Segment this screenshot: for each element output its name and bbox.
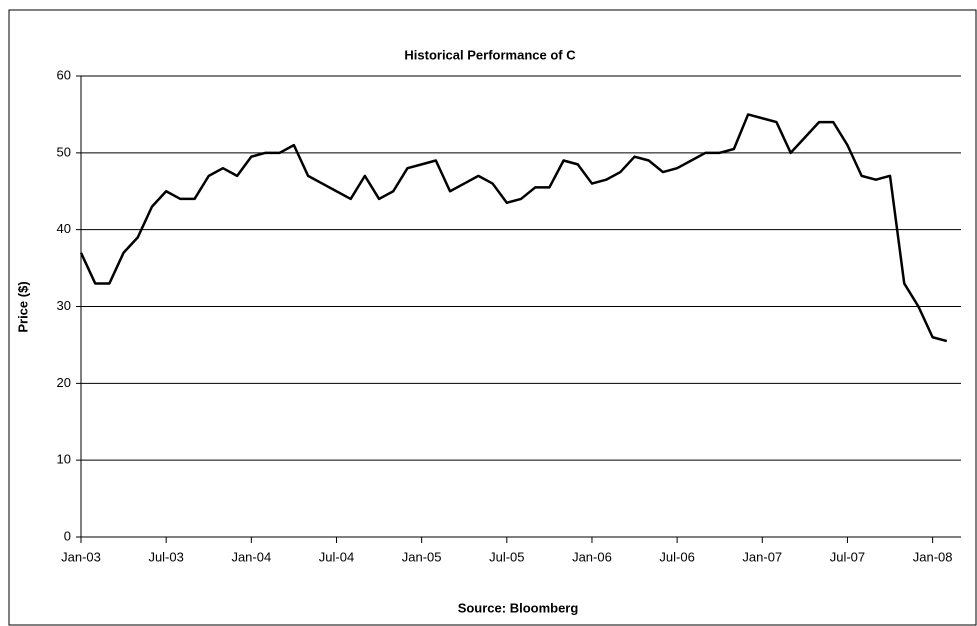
y-axis-label: Price ($)	[15, 281, 30, 332]
chart-title: Historical Performance of C	[404, 47, 576, 62]
x-tick-label: Jan-04	[231, 549, 271, 564]
x-tick-label: Jul-05	[489, 549, 524, 564]
y-tick-label: 0	[64, 528, 71, 543]
y-tick-label: 50	[57, 144, 71, 159]
x-tick-label: Jan-06	[572, 549, 612, 564]
x-tick-label: Jul-07	[830, 549, 865, 564]
x-axis-label: Source: Bloomberg	[458, 600, 579, 615]
chart-frame	[8, 9, 977, 626]
price-line	[79, 113, 948, 343]
x-tick-label: Jan-08	[913, 549, 953, 564]
y-tick-label: 60	[57, 67, 71, 82]
x-tick-label: Jul-06	[659, 549, 694, 564]
y-tick-label: 10	[57, 452, 71, 467]
y-tick-label: 40	[57, 221, 71, 236]
y-tick-label: 20	[57, 375, 71, 390]
x-tick-label: Jan-07	[742, 549, 782, 564]
x-tick-label: Jul-04	[319, 549, 354, 564]
x-tick-label: Jul-03	[148, 549, 183, 564]
y-tick-label: 30	[57, 298, 71, 313]
x-tick-label: Jan-05	[402, 549, 442, 564]
x-tick-label: Jan-03	[61, 549, 101, 564]
